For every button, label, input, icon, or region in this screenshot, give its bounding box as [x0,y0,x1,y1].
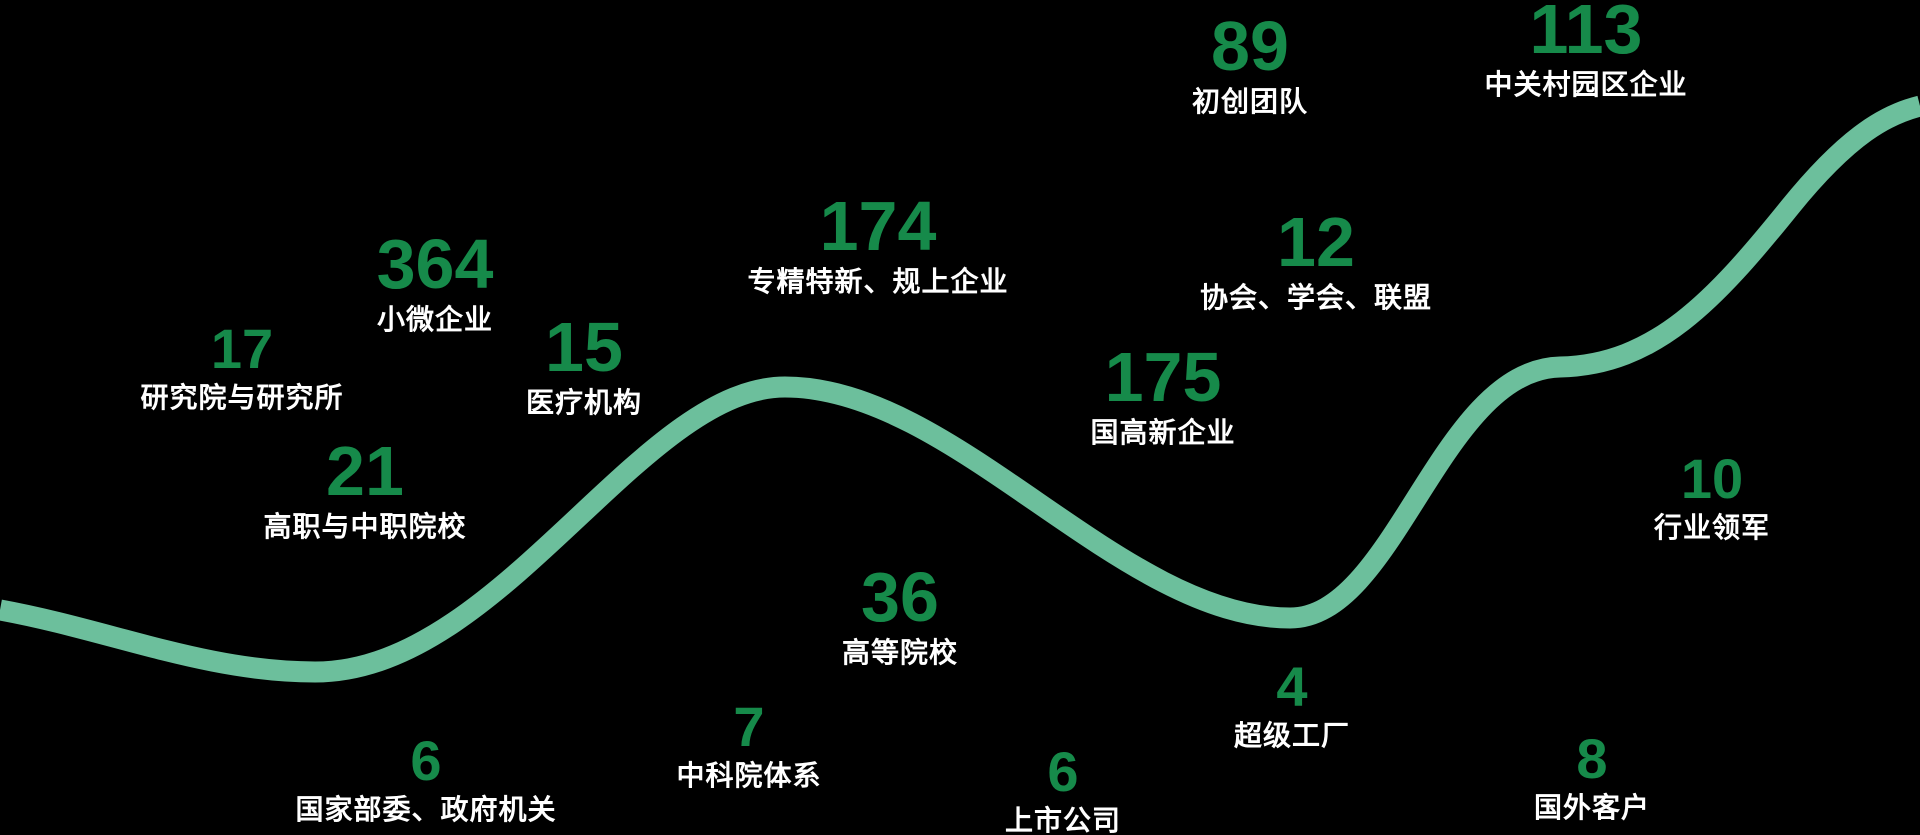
stat-item: 6 国家部委、政府机关 [295,733,556,826]
stat-item: 8 国外客户 [1534,731,1650,824]
stat-label: 国高新企业 [1090,417,1236,448]
stat-value: 364 [376,225,494,303]
stat-value: 6 [410,729,442,792]
stat-item: 175 国高新企业 [1090,342,1235,449]
stat-value: 21 [326,432,404,510]
stat-value: 10 [1680,447,1744,510]
stat-label: 初创团队 [1191,86,1309,117]
stat-label: 医疗机构 [525,387,643,418]
stat-item: 4 超级工厂 [1234,659,1350,752]
stat-item: 89 初创团队 [1192,11,1308,118]
stat-item: 113 中关村园区企业 [1484,0,1687,101]
stat-label: 专精特新、规上企业 [747,266,1009,297]
stat-value: 6 [1047,740,1079,803]
stat-label: 国家部委、政府机关 [295,794,557,825]
stat-value: 8 [1576,727,1608,790]
stat-value: 12 [1277,203,1355,281]
stat-label: 上市公司 [1004,805,1122,835]
stat-value: 4 [1276,655,1308,718]
stat-item: 174 专精特新、规上企业 [747,191,1008,298]
stat-item: 6 上市公司 [1005,744,1121,835]
stat-label: 高职与中职院校 [263,511,467,542]
trend-curve-path [0,95,1920,683]
stat-value: 113 [1529,0,1643,68]
stat-value: 7 [733,695,765,758]
stat-item: 7 中科院体系 [676,699,821,792]
stat-value: 89 [1211,7,1289,85]
stat-value: 36 [861,558,939,636]
stat-item: 15 医疗机构 [526,312,642,419]
stat-item: 17 研究院与研究所 [140,321,343,414]
stat-label: 高等院校 [841,637,959,668]
stat-item: 21 高职与中职院校 [263,436,466,543]
stat-label: 行业领军 [1653,512,1771,543]
stat-label: 中关村园区企业 [1484,69,1688,100]
stat-label: 中科院体系 [676,760,822,791]
stat-item: 12 协会、学会、联盟 [1200,207,1432,314]
stat-value: 175 [1104,338,1222,416]
stat-label: 超级工厂 [1233,720,1351,751]
stat-value: 17 [210,317,274,380]
stat-label: 协会、学会、联盟 [1199,282,1433,313]
stat-label: 国外客户 [1533,792,1651,823]
stat-item: 36 高等院校 [842,562,958,669]
stat-value: 15 [545,308,623,386]
stat-label: 小微企业 [376,304,494,335]
stat-item: 364 小微企业 [377,229,494,336]
stat-label: 研究院与研究所 [140,382,344,413]
stat-item: 10 行业领军 [1654,451,1770,544]
stat-value: 174 [819,187,937,265]
